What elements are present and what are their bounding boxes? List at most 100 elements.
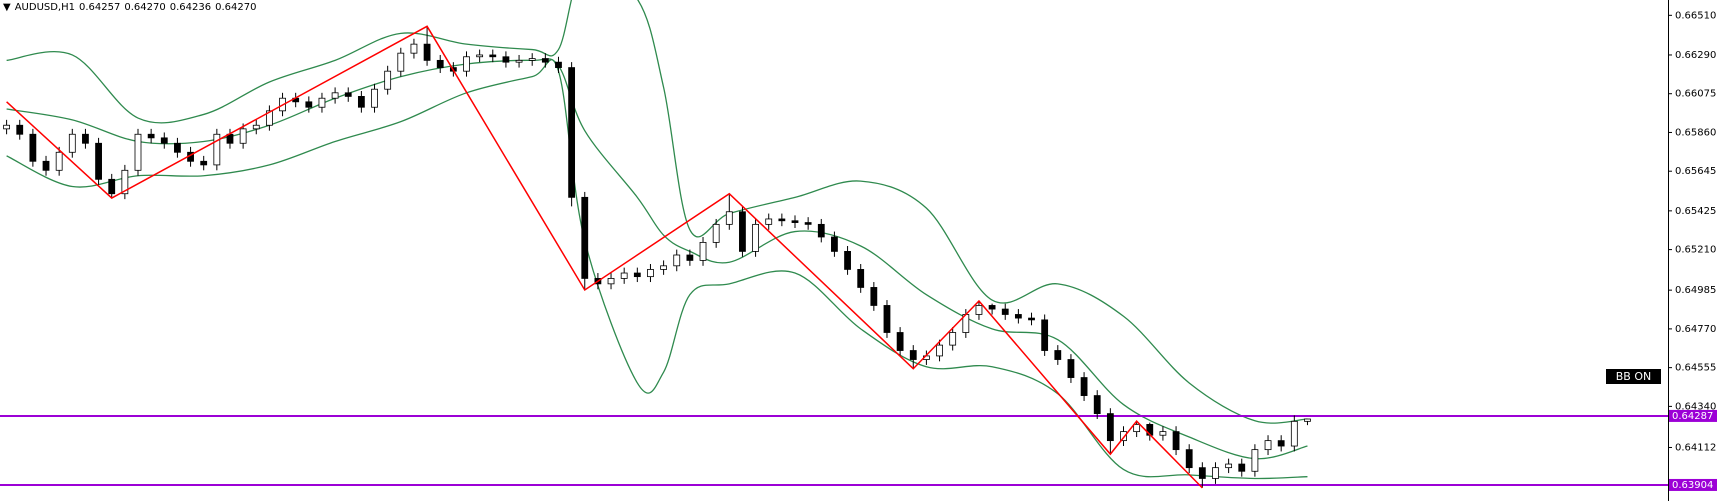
candle-body xyxy=(344,92,352,97)
zigzag xyxy=(6,25,1203,489)
candle-body xyxy=(1106,413,1114,442)
symbol-title: AUDUSD,H1 xyxy=(14,2,75,13)
candle-body xyxy=(82,133,89,144)
y-tick-label: 0.64555 xyxy=(1675,363,1716,374)
candle-body xyxy=(1251,449,1259,472)
candle-body xyxy=(357,96,365,108)
candle-body xyxy=(1054,350,1062,360)
candle-body xyxy=(975,305,983,315)
candle-body xyxy=(95,142,102,180)
candle-body xyxy=(239,128,247,144)
candle-body xyxy=(1001,308,1009,315)
candle-body xyxy=(3,124,10,130)
candle-body xyxy=(252,124,260,130)
y-tick-label: 0.64340 xyxy=(1675,401,1716,412)
candle-body xyxy=(660,265,667,270)
candle-body xyxy=(1277,440,1285,447)
candle-body xyxy=(988,305,996,310)
candle-body xyxy=(16,124,24,135)
candle-body xyxy=(489,54,497,58)
candle-body xyxy=(1290,420,1298,447)
candle-body xyxy=(831,236,838,252)
candle-body xyxy=(633,272,641,278)
quote-value: 0.64270 xyxy=(124,2,166,13)
candle-body xyxy=(410,43,418,54)
candle-body xyxy=(147,133,155,139)
candle-body xyxy=(739,211,746,252)
level-label-box xyxy=(1669,478,1717,491)
menu-arrow[interactable]: ▼ xyxy=(3,2,11,13)
candle-body xyxy=(1014,314,1022,319)
candle-body xyxy=(1304,418,1311,422)
candle-body xyxy=(1159,431,1167,436)
candle-body xyxy=(200,160,208,166)
candle-body xyxy=(568,67,576,198)
candle-body xyxy=(29,133,37,162)
y-tick-label: 0.66075 xyxy=(1675,89,1716,100)
level-label: 0.63904 xyxy=(1672,480,1713,491)
candle-body xyxy=(909,350,917,360)
candle-body xyxy=(620,272,628,279)
candle-body xyxy=(1093,395,1101,414)
candle-body xyxy=(213,133,221,166)
candle-body xyxy=(949,332,957,346)
candle-body xyxy=(1041,319,1049,351)
level-label: 0.64287 xyxy=(1672,411,1713,422)
candle-body xyxy=(476,54,484,58)
candle-body xyxy=(1067,359,1075,378)
candle-body xyxy=(68,133,76,153)
candle-body xyxy=(463,56,470,72)
chart-header: ▼ AUDUSD,H1 0.64257 0.64270 0.64236 0.64270 xyxy=(3,2,260,13)
candle-body xyxy=(160,137,168,144)
candle-body xyxy=(265,110,273,126)
bb-toggle-button[interactable]: BB ON xyxy=(1606,369,1661,384)
y-tick-label: 0.64985 xyxy=(1675,285,1716,296)
candle-body xyxy=(436,59,444,68)
y-tick-label: 0.65645 xyxy=(1675,166,1716,177)
candle-body xyxy=(1133,424,1141,433)
candle-body xyxy=(1080,377,1088,396)
quote-value: 0.64270 xyxy=(215,2,257,13)
candle-body xyxy=(581,196,589,279)
candle-body xyxy=(1028,317,1035,321)
quote-value: 0.64257 xyxy=(79,2,121,13)
candle-body xyxy=(1212,467,1219,479)
y-tick-label: 0.66290 xyxy=(1675,50,1716,61)
candle-body xyxy=(765,218,773,225)
y-tick-label: 0.66510 xyxy=(1675,10,1716,21)
quote-value: 0.64236 xyxy=(169,2,212,13)
y-tick-label: 0.64770 xyxy=(1675,324,1716,335)
candle-body xyxy=(804,222,812,225)
candle-body xyxy=(1238,463,1246,472)
candle-body xyxy=(1172,431,1180,451)
y-tick-label: 0.65210 xyxy=(1675,245,1716,256)
candle-body xyxy=(870,287,878,306)
level-label-box xyxy=(1669,409,1717,422)
candle-body xyxy=(1185,449,1193,469)
candle-body xyxy=(752,223,759,252)
candle-body xyxy=(725,211,733,225)
candle-body xyxy=(55,151,63,171)
candle-body xyxy=(936,344,943,357)
bollinger-middle xyxy=(6,58,1308,460)
candle-body xyxy=(712,223,720,243)
candle-body xyxy=(1120,431,1127,442)
candle-body xyxy=(673,254,681,267)
y-tick-label: 0.65425 xyxy=(1675,206,1716,217)
y-tick-label: 0.65860 xyxy=(1675,127,1716,138)
candle-body xyxy=(883,305,891,333)
plot-area xyxy=(0,0,1668,489)
price-axis: 0.66510 0.66290 0.66075 0.65860 0.65645 0.654… xyxy=(1668,10,1717,491)
candle-body xyxy=(384,70,392,90)
candle-body xyxy=(1198,467,1206,479)
candle-body xyxy=(515,59,523,63)
candle-body xyxy=(502,56,510,63)
candle-body xyxy=(423,43,431,61)
candle-body xyxy=(844,251,851,270)
candle-body xyxy=(686,254,694,261)
candle-body xyxy=(791,220,799,223)
candle-body xyxy=(121,169,129,195)
candle-body xyxy=(607,278,615,285)
